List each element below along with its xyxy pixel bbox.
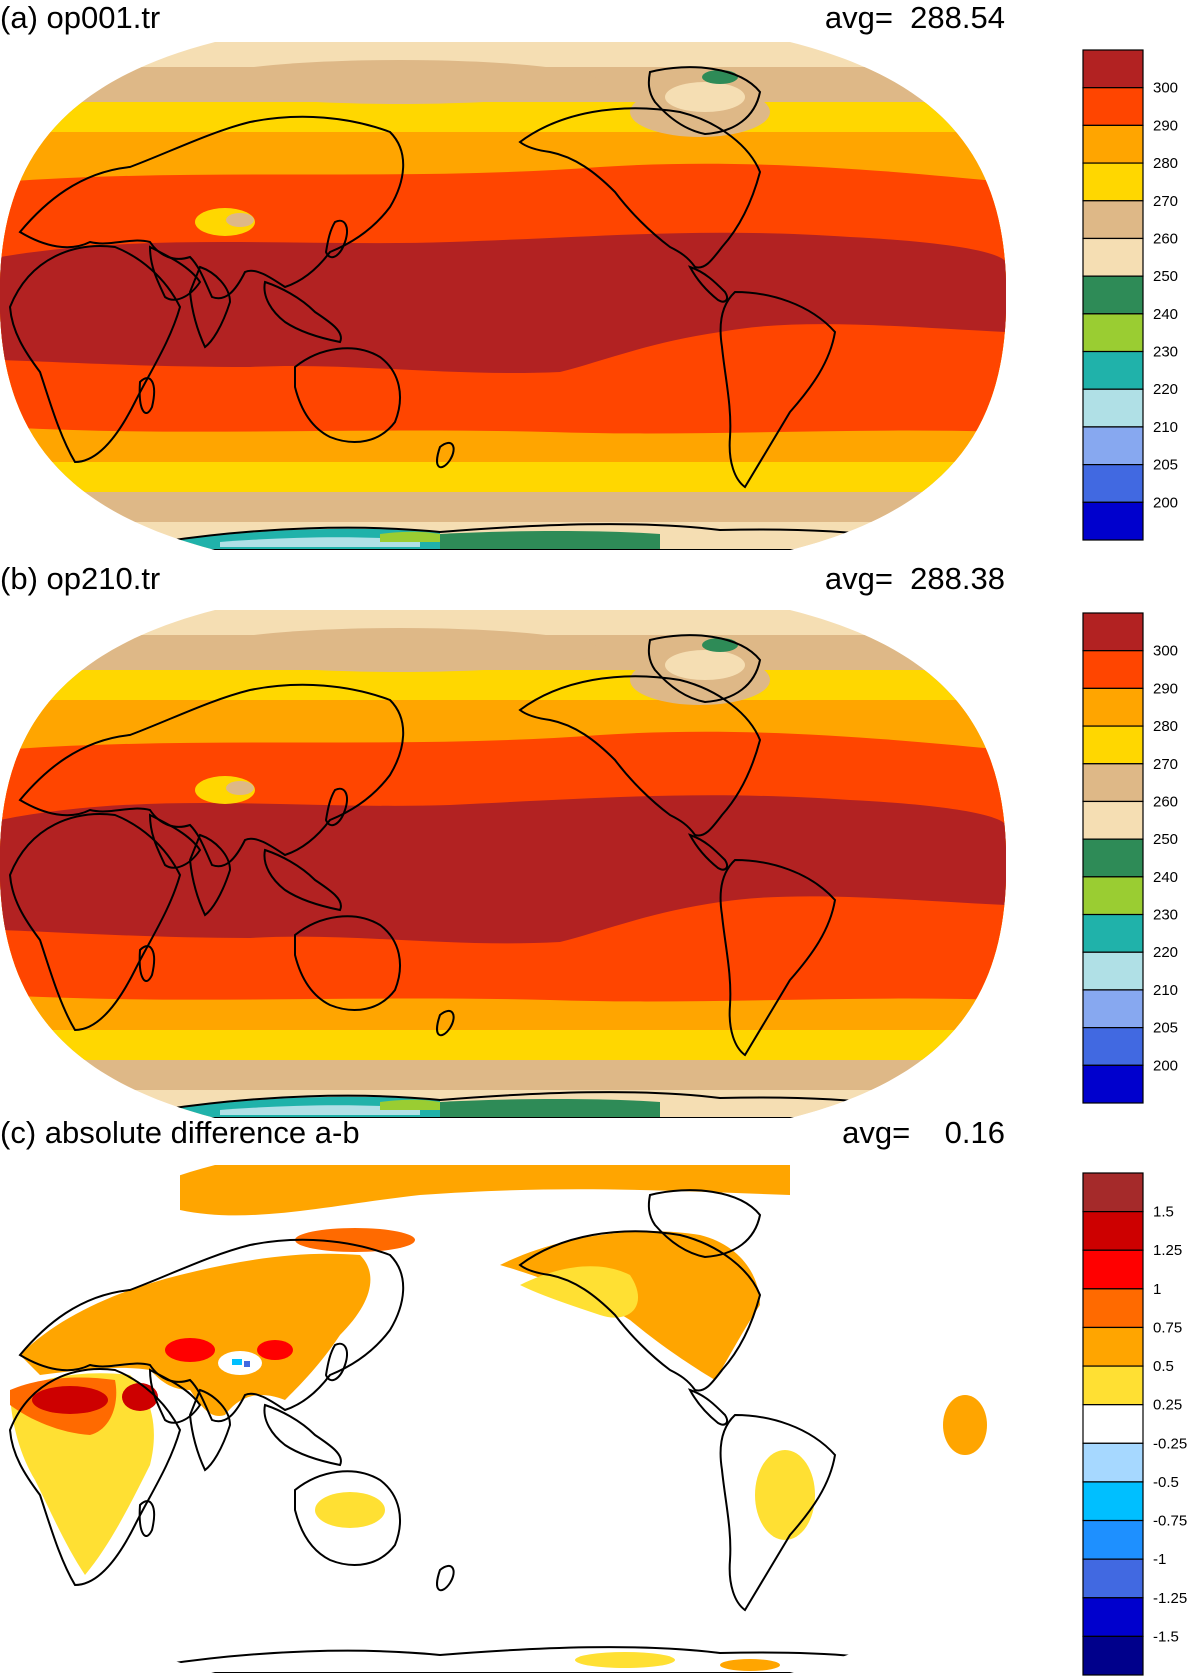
colorbar-swatch [1082,1249,1144,1290]
colorbar-label: -1 [1153,1551,1166,1568]
panel-b-map [0,610,1006,1123]
colorbar-swatch [1082,388,1144,428]
colorbar-swatch [1082,1027,1144,1066]
panel-c-title: (c) absolute difference a-b [0,1115,360,1150]
colorbar-swatch [1082,1326,1144,1367]
panel-c-map [0,1165,1006,1678]
colorbar-label: 200 [1153,1057,1178,1074]
panel-a-map-svg [0,42,1006,550]
colorbar-label: 200 [1153,494,1178,511]
panel-b-map-svg [0,610,1006,1118]
panel-b-colorbar: 300 290 280 270 260 250 240 230 220 210 205 200 [1082,612,1187,1104]
colorbar-swatch [1082,1365,1144,1406]
colorbar-label: 205 [1153,457,1178,474]
panel-b-average-value: 288.38 [910,561,1005,596]
colorbar-swatch [1082,1288,1144,1329]
colorbar-swatch [1082,275,1144,315]
panel-b: (b) op210.tr avg= 288.38 300 290 280 270 260… [0,561,1193,1118]
panel-a-average: avg= 288.54 [824,0,1005,35]
colorbar-swatch [1082,1211,1144,1251]
colorbar-swatch [1082,1064,1144,1104]
colorbar-swatch [1082,650,1144,689]
panel-a-colorbar-svg: 300 290 280 270 260 250 240 230 220 210 205 200 [1082,49,1178,541]
colorbar-label: 230 [1153,344,1178,361]
colorbar-label: 290 [1153,680,1178,697]
colorbar-label: 250 [1153,831,1178,848]
colorbar-label: 210 [1153,419,1178,436]
colorbar-swatch [1082,426,1144,466]
colorbar-label: 290 [1153,117,1178,134]
colorbar-swatch [1082,951,1144,991]
colorbar-swatch [1082,1481,1144,1522]
colorbar-label: 1.5 [1153,1204,1174,1221]
colorbar-swatch [1082,612,1144,652]
panel-a-colorbar: 300 290 280 270 260 250 240 230 220 210 205 200 [1082,49,1187,541]
panel-b-title: (b) op210.tr [0,561,161,596]
colorbar-label: 270 [1153,193,1178,210]
colorbar-label: 210 [1153,982,1178,999]
colorbar-swatch [1082,1442,1144,1483]
colorbar-label: 280 [1153,718,1178,735]
colorbar-swatch [1082,501,1144,541]
panel-b-colorbar-svg: 300 290 280 270 260 250 240 230 220 210 205 200 [1082,612,1178,1104]
colorbar-label: 0.75 [1153,1319,1182,1336]
colorbar-label: -0.75 [1153,1513,1187,1530]
colorbar-swatch [1082,1597,1144,1637]
colorbar-swatch [1082,800,1144,840]
colorbar-swatch [1082,913,1144,953]
colorbar-label: 260 [1153,793,1178,810]
panel-c-average-value: 0.16 [944,1115,1005,1150]
colorbar-swatch [1082,763,1144,803]
panel-c-colorbar-svg: 1.5 1.25 1 0.75 0.5 0.25 -0.25 -0.5 -0.75 -1 -1.25… [1082,1172,1187,1676]
colorbar-label: 230 [1153,907,1178,924]
colorbar-swatch [1082,876,1144,916]
colorbar-label: 1 [1153,1281,1161,1298]
colorbar-label: 270 [1153,756,1178,773]
colorbar-swatch [1082,687,1144,727]
panel-a: (a) op001.tr avg= 288.54 300 290 280 270 260… [0,0,1193,550]
panel-a-average-value: 288.54 [910,0,1005,35]
colorbar-label: 260 [1153,230,1178,247]
colorbar-label: -1.5 [1153,1628,1179,1645]
colorbar-swatch [1082,49,1144,89]
colorbar-swatch [1082,1558,1144,1599]
panel-c-map-svg [0,1165,1006,1673]
colorbar-swatch [1082,124,1144,164]
panel-b-average: avg= 288.38 [824,561,1005,596]
panel-a-title: (a) op001.tr [0,0,161,35]
panel-c: (c) absolute difference a-b avg= 0.16 1.… [0,1115,1193,1678]
colorbar-label: 250 [1153,268,1178,285]
colorbar-swatch [1082,200,1144,240]
colorbar-label: 220 [1153,381,1178,398]
panel-a-map [0,42,1006,555]
colorbar-swatch [1082,1404,1144,1444]
colorbar-label: 240 [1153,869,1178,886]
colorbar-label: 220 [1153,944,1178,961]
colorbar-swatch [1082,313,1144,353]
colorbar-label: -0.5 [1153,1474,1179,1491]
colorbar-label: -1.25 [1153,1590,1187,1607]
colorbar-swatch [1082,162,1144,202]
colorbar-label: 0.25 [1153,1397,1182,1414]
colorbar-swatch [1082,237,1144,277]
colorbar-swatch [1082,350,1144,390]
colorbar-swatch [1082,464,1144,503]
colorbar-swatch [1082,1635,1144,1676]
colorbar-swatch [1082,838,1144,878]
colorbar-label: 205 [1153,1020,1178,1037]
colorbar-swatch [1082,1519,1144,1560]
colorbar-label: -0.25 [1153,1435,1187,1452]
colorbar-swatch [1082,1172,1144,1213]
colorbar-swatch [1082,725,1144,765]
panel-c-average: avg= 0.16 [842,1115,1005,1150]
colorbar-label: 0.5 [1153,1358,1174,1375]
colorbar-label: 300 [1153,643,1178,660]
panel-c-colorbar: 1.5 1.25 1 0.75 0.5 0.25 -0.25 -0.5 -0.75 -1 -1.25… [1082,1172,1187,1676]
colorbar-label: 300 [1153,80,1178,97]
colorbar-label: 280 [1153,155,1178,172]
colorbar-label: 1.25 [1153,1242,1182,1259]
colorbar-swatch [1082,87,1144,126]
colorbar-label: 240 [1153,306,1178,323]
colorbar-swatch [1082,989,1144,1029]
